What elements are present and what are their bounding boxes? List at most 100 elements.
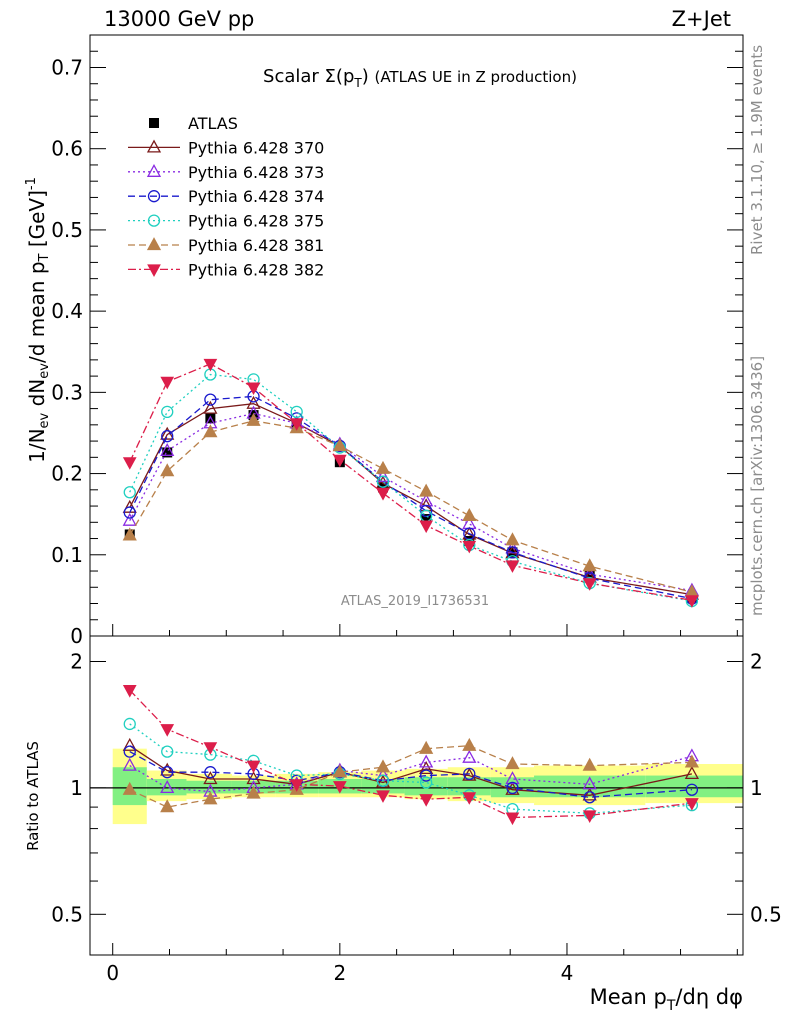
top-data-point (160, 463, 175, 477)
legend-label: ATLAS (188, 114, 238, 133)
ratio-data-point (505, 756, 520, 770)
top-data-point (584, 570, 595, 581)
y-tick-label: 0.2 (51, 462, 83, 486)
legend-entry: Pythia 6.428 373 (128, 163, 324, 182)
mcplots-label: mcplots.cern.ch [arXiv:1306.3436] (748, 356, 766, 616)
header-left: 13000 GeV pp (104, 7, 254, 31)
ratio-data-point (420, 769, 433, 782)
ratio-data-point (419, 761, 434, 775)
ratio-data-point (160, 724, 175, 737)
legend-label: Pythia 6.428 375 (188, 212, 324, 231)
ratio-data-point (462, 749, 477, 763)
ratio-data-point (203, 742, 218, 755)
ratio-data-point (122, 757, 137, 771)
ratio-data-point (582, 810, 597, 823)
ratio-data-point (332, 764, 347, 778)
ratio-data-point (375, 759, 391, 773)
top-data-point (204, 393, 217, 406)
y-tick-label: 0.6 (51, 137, 83, 161)
top-data-point (161, 405, 174, 418)
top-data-point (332, 438, 347, 452)
legend-entry: ATLAS (149, 114, 238, 133)
y-tick-label: 0.4 (51, 299, 83, 323)
ratio-y-tick-label-right: 1 (750, 776, 763, 800)
ratio-data-point (582, 757, 597, 771)
ratio-data-point (505, 771, 520, 785)
y-tick-label: 0.3 (51, 380, 83, 404)
ratio-y-tick-label: 0.5 (51, 902, 83, 926)
ratio-data-point (684, 766, 699, 780)
ratio-data-point (246, 760, 261, 774)
top-data-point (419, 483, 434, 497)
uncertainty-band-inner (534, 775, 646, 798)
top-data-point (246, 382, 261, 396)
top-data-point (203, 424, 218, 438)
ratio-data-point (419, 754, 434, 768)
ratio-data-point (333, 781, 347, 794)
ratio-data-point (419, 794, 433, 807)
top-data-point (375, 468, 391, 482)
ratio-data-point (204, 766, 217, 779)
uncertainty-band-inner (447, 777, 491, 796)
uncertainty-band-inner (146, 778, 187, 796)
top-data-point (122, 527, 137, 541)
top-data-point (205, 413, 216, 424)
top-data-point (246, 412, 261, 426)
ratio-ylabel: Ratio to ATLAS (24, 741, 42, 851)
top-data-point (122, 457, 137, 470)
ratio-y-tick-label: 2 (70, 649, 83, 673)
ratio-data-point (161, 766, 174, 779)
top-panel: 0 0.1 0.2 0.3 0.4 0.5 0.6 0.7 ATLAS Pythia 6.428 … (51, 34, 744, 648)
ratio-data-point (419, 740, 434, 754)
top-data-point (160, 442, 175, 456)
y-tick-label: 0 (70, 624, 83, 648)
legend-label: Pythia 6.428 370 (188, 138, 324, 157)
top-series-5 (122, 412, 699, 598)
ratio-y-tick-label-right: 2 (750, 649, 763, 673)
ratio-series-line (129, 689, 692, 819)
ratio-data-point (289, 779, 304, 792)
x-tick-label: 0 (106, 961, 119, 985)
rivet-label: Rivet 3.1.10, ≥ 1.9M events (748, 45, 766, 255)
ratio-series-line (129, 751, 692, 798)
ratio-data-point (462, 792, 477, 805)
top-data-point (203, 400, 218, 414)
top-data-point (462, 540, 477, 554)
top-data-point (290, 405, 303, 418)
ratio-data-point (505, 812, 520, 826)
top-data-point (160, 376, 175, 390)
y-tick-label: 0.1 (51, 543, 83, 567)
ratio-data-point (506, 781, 519, 795)
top-data-point (582, 558, 597, 572)
top-data-point (376, 488, 390, 501)
top-data-point (161, 430, 174, 443)
top-data-point (123, 506, 136, 519)
ratio-data-point (582, 787, 597, 801)
top-data-point (289, 418, 304, 431)
ratio-data-point (420, 776, 433, 789)
top-series-0 (124, 410, 697, 603)
legend-entry: Pythia 6.428 381 (128, 236, 324, 255)
plot-title: Scalar Σ(pT) (ATLAS UE in Z production) (263, 66, 577, 90)
ratio-series-line (129, 755, 693, 793)
top-data-point (203, 358, 218, 372)
legend-label: Pythia 6.428 374 (188, 187, 324, 206)
ratio-data-point (122, 737, 137, 751)
ratio-data-point (375, 774, 391, 788)
y-tick-label: 0.5 (51, 218, 83, 242)
top-data-point (505, 560, 520, 573)
top-data-point (123, 486, 136, 499)
analysis-id: ATLAS_2019_I1736531 (341, 594, 489, 609)
ratio-data-point (685, 783, 699, 796)
top-data-point (582, 578, 597, 591)
legend-label: Pythia 6.428 373 (188, 163, 324, 182)
legend-marker (146, 163, 162, 177)
legend-marker (147, 214, 161, 227)
ratio-y-tick-label-right: 0.5 (750, 902, 782, 926)
top-data-point (122, 512, 137, 526)
y-tick-label: 0.7 (51, 55, 83, 79)
legend-entry: Pythia 6.428 374 (128, 187, 324, 206)
x-axis-label: Mean pT/dη dφ (590, 985, 743, 1014)
ratio-data-point (203, 791, 218, 805)
